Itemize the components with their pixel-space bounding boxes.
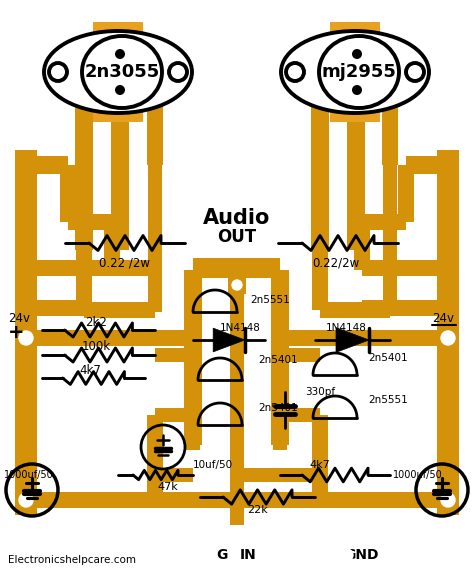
Bar xyxy=(26,300,84,316)
Text: 4k7: 4k7 xyxy=(310,460,330,470)
Text: 2n5401: 2n5401 xyxy=(368,353,408,363)
Text: 1N4148: 1N4148 xyxy=(220,323,261,333)
Circle shape xyxy=(352,85,362,95)
Text: 1N4148: 1N4148 xyxy=(326,323,367,333)
Circle shape xyxy=(49,63,67,81)
Circle shape xyxy=(441,493,455,507)
Bar xyxy=(398,165,414,222)
Bar xyxy=(155,468,193,482)
Bar xyxy=(68,214,112,230)
Bar xyxy=(280,348,320,362)
Bar xyxy=(15,150,37,515)
Bar xyxy=(237,468,320,482)
Bar xyxy=(193,258,280,278)
Bar xyxy=(147,415,163,500)
Bar xyxy=(330,22,380,122)
Circle shape xyxy=(441,331,455,345)
Text: GND: GND xyxy=(345,548,379,562)
Text: 2k2: 2k2 xyxy=(85,316,107,328)
Bar xyxy=(184,270,202,445)
Text: 100k: 100k xyxy=(82,340,110,354)
Bar xyxy=(148,165,162,312)
Bar xyxy=(362,300,448,316)
Bar xyxy=(271,270,289,445)
Text: G: G xyxy=(216,548,228,562)
Bar xyxy=(362,214,406,230)
Bar xyxy=(111,100,129,250)
Circle shape xyxy=(19,331,33,345)
Bar xyxy=(273,338,287,450)
Bar xyxy=(26,156,68,174)
Text: 22k: 22k xyxy=(247,505,268,515)
Polygon shape xyxy=(213,328,245,352)
Bar xyxy=(362,260,448,276)
Bar xyxy=(280,408,320,422)
Circle shape xyxy=(19,493,33,507)
Bar xyxy=(104,222,120,270)
Text: IN: IN xyxy=(240,548,256,562)
Text: 10uf/50: 10uf/50 xyxy=(193,460,233,470)
Bar xyxy=(347,100,365,250)
Circle shape xyxy=(341,549,353,561)
Bar xyxy=(26,492,193,508)
Bar xyxy=(382,100,398,165)
Polygon shape xyxy=(336,328,369,353)
Bar xyxy=(76,250,92,310)
Bar xyxy=(186,338,200,450)
Bar xyxy=(280,330,448,346)
Bar xyxy=(193,492,280,508)
Circle shape xyxy=(115,49,125,59)
Bar xyxy=(148,430,162,500)
Circle shape xyxy=(169,63,187,81)
Ellipse shape xyxy=(44,31,192,113)
Text: 47k: 47k xyxy=(158,482,178,492)
Bar xyxy=(312,415,328,500)
Circle shape xyxy=(286,63,304,81)
Bar xyxy=(155,408,193,422)
Bar xyxy=(75,100,93,250)
Text: 24v: 24v xyxy=(432,312,454,324)
Text: 2n5401: 2n5401 xyxy=(258,403,298,413)
Bar xyxy=(383,165,397,312)
Text: 1000uf/50: 1000uf/50 xyxy=(4,470,54,480)
Bar xyxy=(93,22,143,122)
Circle shape xyxy=(406,63,424,81)
Text: 2n5551: 2n5551 xyxy=(368,395,408,405)
Bar xyxy=(280,492,448,508)
Bar xyxy=(406,156,448,174)
Bar xyxy=(354,222,370,270)
Bar xyxy=(230,275,244,525)
Text: +: + xyxy=(8,323,25,342)
Circle shape xyxy=(352,49,362,59)
Text: 2n5401: 2n5401 xyxy=(258,355,298,365)
Text: 2n3055: 2n3055 xyxy=(84,63,160,81)
Text: Audio: Audio xyxy=(203,208,271,228)
Text: 24v: 24v xyxy=(8,312,30,324)
Bar xyxy=(311,100,329,250)
Bar xyxy=(26,330,193,346)
Bar xyxy=(147,100,163,165)
Bar xyxy=(60,165,76,222)
Bar xyxy=(26,260,155,276)
Text: Electronicshelpcare.com: Electronicshelpcare.com xyxy=(8,555,136,565)
Text: 330pf: 330pf xyxy=(305,387,335,397)
Circle shape xyxy=(232,280,242,290)
Bar xyxy=(320,302,390,318)
Bar xyxy=(228,276,246,294)
Text: 0.22/2w: 0.22/2w xyxy=(312,256,360,270)
Circle shape xyxy=(115,85,125,95)
Ellipse shape xyxy=(281,31,429,113)
Bar xyxy=(84,302,155,318)
Text: 2n5551: 2n5551 xyxy=(250,295,290,305)
Bar xyxy=(312,250,328,310)
Text: 0.22 /2w: 0.22 /2w xyxy=(100,256,151,270)
Text: OUT: OUT xyxy=(218,228,256,246)
Text: mj2955: mj2955 xyxy=(321,63,396,81)
Text: 1000uf/50: 1000uf/50 xyxy=(393,470,443,480)
Bar xyxy=(437,150,459,515)
Bar xyxy=(155,348,193,362)
Text: 4k7: 4k7 xyxy=(79,363,101,377)
